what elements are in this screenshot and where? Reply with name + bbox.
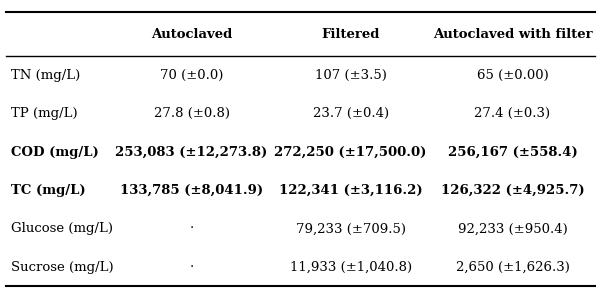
Text: Sucrose (mg/L): Sucrose (mg/L) — [11, 260, 114, 274]
Text: 11,933 (±1,040.8): 11,933 (±1,040.8) — [290, 260, 412, 274]
Text: 23.7 (±0.4): 23.7 (±0.4) — [313, 107, 389, 120]
Text: 133,785 (±8,041.9): 133,785 (±8,041.9) — [120, 184, 263, 197]
Text: 2,650 (±1,626.3): 2,650 (±1,626.3) — [456, 260, 570, 274]
Text: 70 (±0.0): 70 (±0.0) — [160, 69, 223, 82]
Text: 122,341 (±3,116.2): 122,341 (±3,116.2) — [279, 184, 423, 197]
Text: TP (mg/L): TP (mg/L) — [11, 107, 78, 120]
Text: Autoclaved: Autoclaved — [151, 27, 232, 40]
Text: 79,233 (±709.5): 79,233 (±709.5) — [296, 222, 406, 235]
Text: COD (mg/L): COD (mg/L) — [11, 146, 99, 159]
Text: 27.8 (±0.8): 27.8 (±0.8) — [153, 107, 230, 120]
Text: TC (mg/L): TC (mg/L) — [11, 184, 85, 197]
Text: 27.4 (±0.3): 27.4 (±0.3) — [474, 107, 551, 120]
Text: 107 (±3.5): 107 (±3.5) — [315, 69, 386, 82]
Text: Glucose (mg/L): Glucose (mg/L) — [11, 222, 113, 235]
Text: ·: · — [189, 222, 194, 235]
Text: 253,083 (±12,273.8): 253,083 (±12,273.8) — [115, 146, 267, 159]
Text: TN (mg/L): TN (mg/L) — [11, 69, 80, 82]
Text: 92,233 (±950.4): 92,233 (±950.4) — [457, 222, 567, 235]
Text: ·: · — [189, 260, 194, 274]
Text: 126,322 (±4,925.7): 126,322 (±4,925.7) — [441, 184, 584, 197]
Text: 256,167 (±558.4): 256,167 (±558.4) — [448, 146, 578, 159]
Text: Filtered: Filtered — [322, 27, 380, 40]
Text: 272,250 (±17,500.0): 272,250 (±17,500.0) — [275, 146, 427, 159]
Text: Autoclaved with filter: Autoclaved with filter — [433, 27, 593, 40]
Text: 65 (±0.00): 65 (±0.00) — [477, 69, 548, 82]
